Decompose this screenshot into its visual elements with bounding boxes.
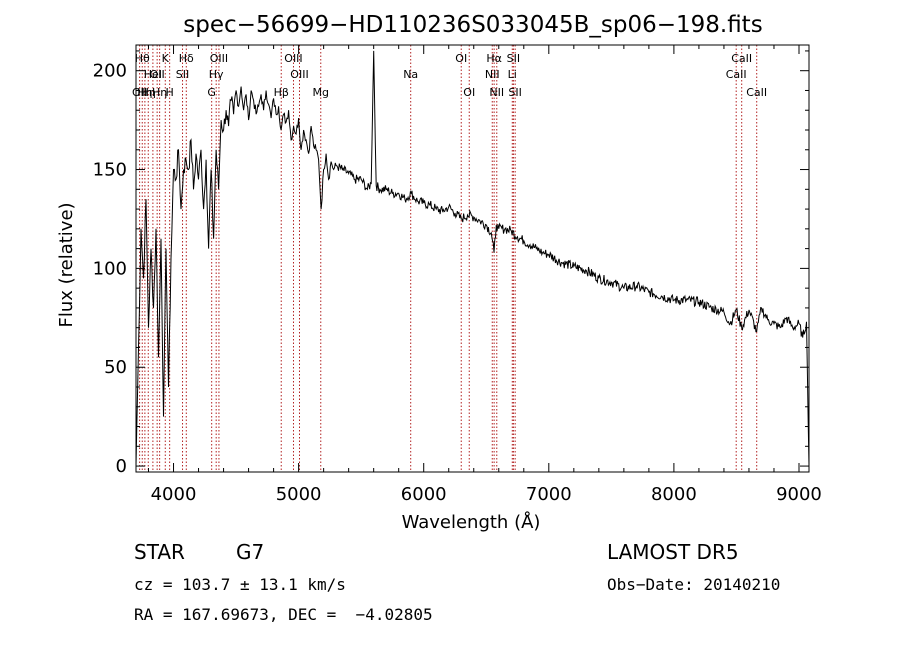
line-marker-label: Hα [486, 52, 502, 65]
x-tick-label: 8000 [651, 484, 697, 505]
x-axis-label: Wavelength (Å) [402, 511, 541, 533]
x-tick-label: 7000 [526, 484, 572, 505]
line-marker-label: Hβ [274, 86, 289, 99]
redshift-value: cz = 103.7 ± 13.1 km/s [134, 575, 346, 594]
y-tick-label: 150 [93, 160, 127, 181]
line-marker-label: SII [176, 68, 189, 81]
line-marker-label: Hη [152, 86, 167, 99]
y-tick-label: 50 [104, 357, 127, 378]
line-marker-label: Li [508, 68, 517, 81]
survey-name: LAMOST DR5 [607, 540, 739, 564]
y-tick-label: 100 [93, 258, 127, 279]
plot-frame [135, 44, 810, 473]
line-marker-label: CaII [731, 52, 752, 65]
line-marker-label: H [166, 86, 174, 99]
line-marker-label: SII [507, 52, 520, 65]
line-marker-label: Hη [137, 86, 152, 99]
emission-line-markers [139, 45, 758, 472]
line-marker-label: CaII [726, 68, 747, 81]
y-axis: 0 50 100 150 200 [93, 50, 809, 477]
line-marker-label: OI [455, 52, 467, 65]
line-marker-label: OIII [284, 52, 302, 65]
y-tick-label: 0 [116, 456, 127, 477]
line-marker-label: K [162, 52, 170, 65]
line-marker-label: OIII [290, 68, 308, 81]
y-axis-label: Flux (relative) [56, 202, 77, 327]
chart-title: spec−56699−HD110236S033045B_sp06−198.fit… [183, 12, 762, 38]
line-marker-label: G [207, 86, 216, 99]
line-marker-label: Mg [313, 86, 329, 99]
line-marker-label: HeI [144, 68, 162, 81]
line-marker-label: CaII [746, 86, 767, 99]
emission-line-labels: OIIHθHηHηHeIOIIHηKHSIIHδGHγOIIIHβOIIIOII… [132, 52, 767, 99]
line-marker-label: Hθ [135, 52, 150, 65]
obs-date: Obs−Date: 20140210 [607, 575, 781, 594]
line-marker-label: OII [150, 68, 165, 81]
line-marker-label: OI [463, 86, 475, 99]
spectrum-series [135, 50, 810, 467]
object-class: STAR [134, 540, 185, 564]
x-tick-label: 6000 [401, 484, 447, 505]
coordinates: RA = 167.69673, DEC = −4.02805 [134, 605, 433, 624]
subclass: G7 [236, 540, 265, 564]
line-marker-label: Hη [141, 86, 156, 99]
line-marker-label: Na [403, 68, 418, 81]
line-marker-label: NII [489, 86, 504, 99]
y-tick-label: 200 [93, 61, 127, 82]
line-marker-label: NII [485, 68, 500, 81]
line-marker-label: Hδ [179, 52, 194, 65]
x-tick-label: 4000 [151, 484, 197, 505]
line-marker-label: Hγ [209, 68, 224, 81]
x-tick-label: 9000 [776, 484, 822, 505]
x-axis: 4000 5000 6000 7000 8000 9000 [148, 45, 822, 505]
x-tick-label: 5000 [276, 484, 322, 505]
line-marker-label: OIII [210, 52, 228, 65]
line-marker-label: SII [508, 86, 521, 99]
